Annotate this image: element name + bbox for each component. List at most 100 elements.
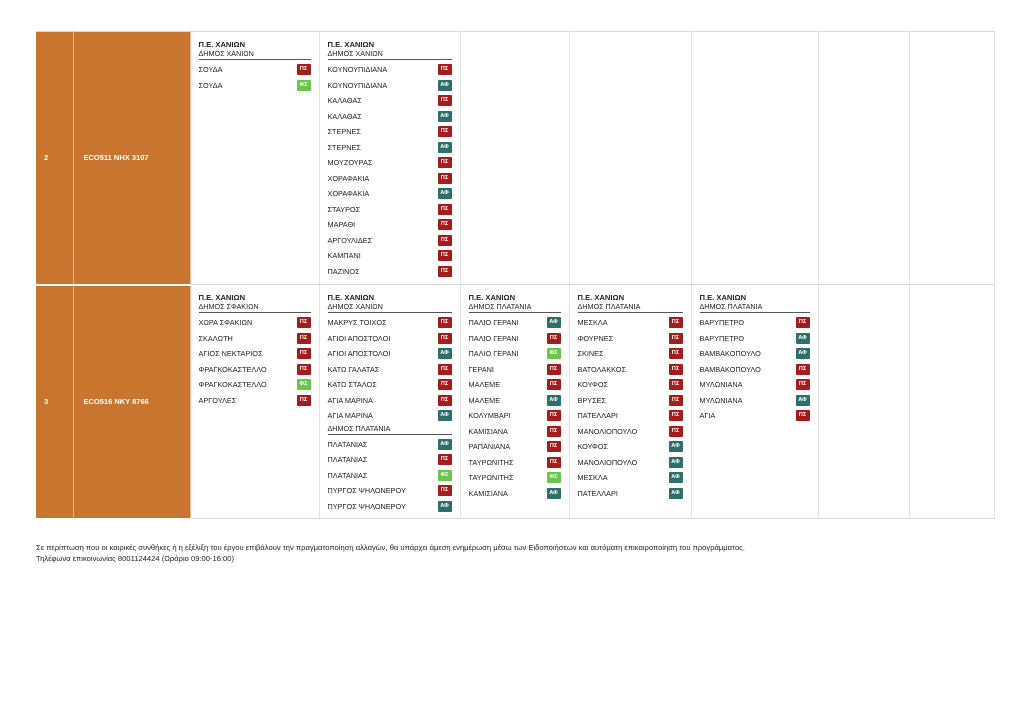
collection-type-badge: ΑΦ [546, 487, 561, 499]
stop-name: ΚΑΛΑΘΑΣ [327, 111, 362, 121]
stop-item: ΚΑΜΙΣΙΑΝΑ ΑΦ [469, 486, 561, 502]
stop-item: ΚΟΥΝΟΥΠΙΔΙΑΝΑ ΑΦ [328, 78, 452, 94]
collection-type-badge: ΠΣ [795, 363, 810, 375]
stop-name: ΚΑΜΠΑΝΙ [327, 251, 361, 261]
stop-name: ΠΑΤΕΛΛΑΡΙ [577, 488, 618, 498]
stop-name: ΣΤΕΡΝΕΣ [327, 142, 361, 152]
stop-name: ΡΑΠΑΝΙΑΝΑ [468, 442, 511, 452]
region-heading: Π.Ε. ΧΑΝΙΩΝ [198, 40, 246, 49]
collection-type-badge: ΑΦ [668, 472, 683, 484]
region-heading: Π.Ε. ΧΑΝΙΩΝ [577, 293, 625, 302]
collection-type-badge: ΑΦ [437, 141, 452, 153]
stop-item: ΤΑΥΡΩΝΙΤΗΣ ΦΣ [469, 470, 561, 486]
stop-name: ΜΑΛΕΜΕ [468, 380, 501, 390]
region-heading: Π.Ε. ΧΑΝΙΩΝ [327, 293, 375, 302]
stop-item: ΠΥΡΓΟΣ ΨΗΛΟΝΕΡΟΥ ΑΦ [328, 499, 452, 515]
stop-item: ΣΤΕΡΝΕΣ ΑΦ [328, 140, 452, 156]
stop-item: ΣΚΑΛΩΤΗ ΠΣ [199, 331, 311, 347]
stop-name: ΑΓΙΟΙ ΑΠΟΣΤΟΛΟΙ [327, 349, 391, 359]
stop-item: ΜΑΛΕΜΕ ΠΣ [469, 377, 561, 393]
stop-item: ΜΑΚΡΥΣ ΤΟΙΧΟΣ ΠΣ [328, 315, 452, 331]
stop-item: ΦΡΑΓΚΟΚΑΣΤΕΛΛΟ ΦΣ [199, 377, 311, 393]
schedule-row: 3 ECO516 NKY 8766 Π.Ε. ΧΑΝΙΩΝ ΔΗΜΟΣ ΣΦΑΚΙΩΝ… [36, 284, 995, 520]
stop-item: ΤΑΥΡΩΝΙΤΗΣ ΠΣ [469, 455, 561, 471]
stop-item: ΜΑΡΑΘΙ ΠΣ [328, 217, 452, 233]
collection-type-badge: ΑΦ [437, 410, 452, 422]
schedule-cell [460, 31, 570, 285]
collection-type-badge: ΦΣ [437, 469, 452, 481]
stop-item: ΑΓΙΑ ΜΑΡΙΝΑ ΑΦ [328, 408, 452, 424]
collection-type-badge: ΠΣ [437, 250, 452, 262]
schedule-cell: Π.Ε. ΧΑΝΙΩΝ ΔΗΜΟΣ ΣΦΑΚΙΩΝ ΧΩΡΑ ΣΦΑΚΙΩΝ ΠΣ ΣΚ… [190, 284, 320, 519]
stop-item: ΑΓΙΑ ΜΑΡΙΝΑ ΠΣ [328, 393, 452, 409]
stop-item: ΜΑΛΕΜΕ ΑΦ [469, 393, 561, 409]
stop-item: ΒΑΡΥΠΕΤΡΟ ΠΣ [700, 315, 810, 331]
stop-name: ΜΑΚΡΥΣ ΤΟΙΧΟΣ [327, 318, 387, 328]
stop-name: ΜΑΝΟΛΙΟΠΟΥΛΟ [577, 457, 638, 467]
stop-item: ΦΡΑΓΚΟΚΑΣΤΕΛΛΟ ΠΣ [199, 362, 311, 378]
municipality-heading: ΔΗΜΟΣ ΠΛΑΤΑΝΙΑ [327, 424, 452, 435]
collection-type-badge: ΦΣ [296, 379, 311, 391]
stop-name: ΠΑΛΙΟ ΓΕΡΑΝΙ [468, 333, 519, 343]
collection-type-badge: ΠΣ [437, 454, 452, 466]
collection-type-badge: ΠΣ [296, 317, 311, 329]
stop-item: ΜΑΝΟΛΙΟΠΟΥΛΟ ΠΣ [578, 424, 683, 440]
collection-type-badge: ΠΣ [668, 317, 683, 329]
municipality-heading: ΔΗΜΟΣ ΠΛΑΤΑΝΙΑ [577, 302, 683, 313]
stop-name: ΧΩΡΑ ΣΦΑΚΙΩΝ [198, 318, 253, 328]
collection-type-badge: ΠΣ [668, 348, 683, 360]
municipality-heading: ΔΗΜΟΣ ΣΦΑΚΙΩΝ [198, 302, 311, 313]
stop-name: ΚΑΜΙΣΙΑΝΑ [468, 426, 508, 436]
stop-name: ΣΟΥΔΑ [198, 65, 223, 75]
stop-name: ΣΚΑΛΩΤΗ [198, 333, 233, 343]
stop-name: ΒΑΤΟΛΑΚΚΟΣ [577, 364, 627, 374]
stop-item: ΠΑΛΙΟ ΓΕΡΑΝΙ ΠΣ [469, 331, 561, 347]
stop-name: ΚΟΥΝΟΥΠΙΔΙΑΝΑ [327, 65, 388, 75]
stop-name: ΑΓΙΑ [699, 411, 716, 421]
stop-item: ΧΩΡΑ ΣΦΑΚΙΩΝ ΠΣ [199, 315, 311, 331]
stop-item: ΚΟΥΦΟΣ ΠΣ [578, 377, 683, 393]
stop-name: ΣΤΑΥΡΟΣ [327, 204, 361, 214]
stop-name: ΣΚΙΝΕΣ [577, 349, 604, 359]
stop-item: ΒΑΡΥΠΕΤΡΟ ΑΦ [700, 331, 810, 347]
stop-name: ΚΟΥΝΟΥΠΙΔΙΑΝΑ [327, 80, 388, 90]
stop-name: ΣΟΥΔΑ [198, 80, 223, 90]
collection-type-badge: ΠΣ [546, 363, 561, 375]
collection-type-badge: ΑΦ [437, 348, 452, 360]
stop-name: ΚΑΤΩ ΓΑΛΑΤΑΣ [327, 364, 380, 374]
stop-item: ΠΑΛΙΟ ΓΕΡΑΝΙ ΦΣ [469, 346, 561, 362]
stop-name: ΜΕΣΚΛΑ [577, 318, 608, 328]
collection-type-badge: ΠΣ [437, 95, 452, 107]
municipality-heading: ΔΗΜΟΣ ΧΑΝΙΩΝ [198, 49, 311, 60]
stop-item: ΠΛΑΤΑΝΙΑΣ ΠΣ [328, 452, 452, 468]
collection-type-badge: ΠΣ [296, 363, 311, 375]
stop-name: ΧΟΡΑΦΑΚΙΑ [327, 173, 370, 183]
stop-item: ΧΟΡΑΦΑΚΙΑ ΑΦ [328, 186, 452, 202]
stop-name: ΚΑΤΩ ΣΤΑΛΟΣ [327, 380, 377, 390]
stop-name: ΤΑΥΡΩΝΙΤΗΣ [468, 473, 514, 483]
collection-type-badge: ΑΦ [795, 348, 810, 360]
municipality-heading: ΔΗΜΟΣ ΧΑΝΙΩΝ [327, 49, 452, 60]
stop-item: ΣΤΑΥΡΟΣ ΠΣ [328, 202, 452, 218]
stop-item: ΚΟΛΥΜΒΑΡΙ ΠΣ [469, 408, 561, 424]
footer-phone-text: Τηλέφωνα επικοινωνίας 8001124424 (Ωράριο… [36, 553, 235, 563]
collection-type-badge: ΠΣ [795, 410, 810, 422]
stop-name: ΑΡΓΟΥΛΕΣ [198, 395, 237, 405]
collection-type-badge: ΑΦ [668, 456, 683, 468]
schedule-cell [909, 31, 995, 285]
collection-type-badge: ΑΦ [546, 317, 561, 329]
collection-type-badge: ΑΦ [437, 438, 452, 450]
collection-type-badge: ΑΦ [437, 500, 452, 512]
collection-type-badge: ΠΣ [437, 203, 452, 215]
stop-item: ΠΑΤΕΛΛΑΡΙ ΠΣ [578, 408, 683, 424]
stop-item: ΠΥΡΓΟΣ ΨΗΛΟΝΕΡΟΥ ΠΣ [328, 483, 452, 499]
schedule-cell: Π.Ε. ΧΑΝΙΩΝ ΔΗΜΟΣ ΧΑΝΙΩΝ ΚΟΥΝΟΥΠΙΔΙΑΝΑ ΠΣ ΚΟ… [319, 31, 461, 285]
collection-type-badge: ΑΦ [668, 441, 683, 453]
schedule-cell: Π.Ε. ΧΑΝΙΩΝ ΔΗΜΟΣ ΠΛΑΤΑΝΙΑ ΠΑΛΙΟ ΓΕΡΑΝΙ ΑΦ Π… [460, 284, 570, 519]
collection-type-badge: ΠΣ [437, 126, 452, 138]
collection-type-badge: ΠΣ [437, 363, 452, 375]
collection-type-badge: ΑΦ [795, 332, 810, 344]
collection-type-badge: ΑΦ [437, 79, 452, 91]
region-heading: Π.Ε. ΧΑΝΙΩΝ [198, 293, 246, 302]
stop-name: ΦΡΑΓΚΟΚΑΣΤΕΛΛΟ [198, 380, 267, 390]
